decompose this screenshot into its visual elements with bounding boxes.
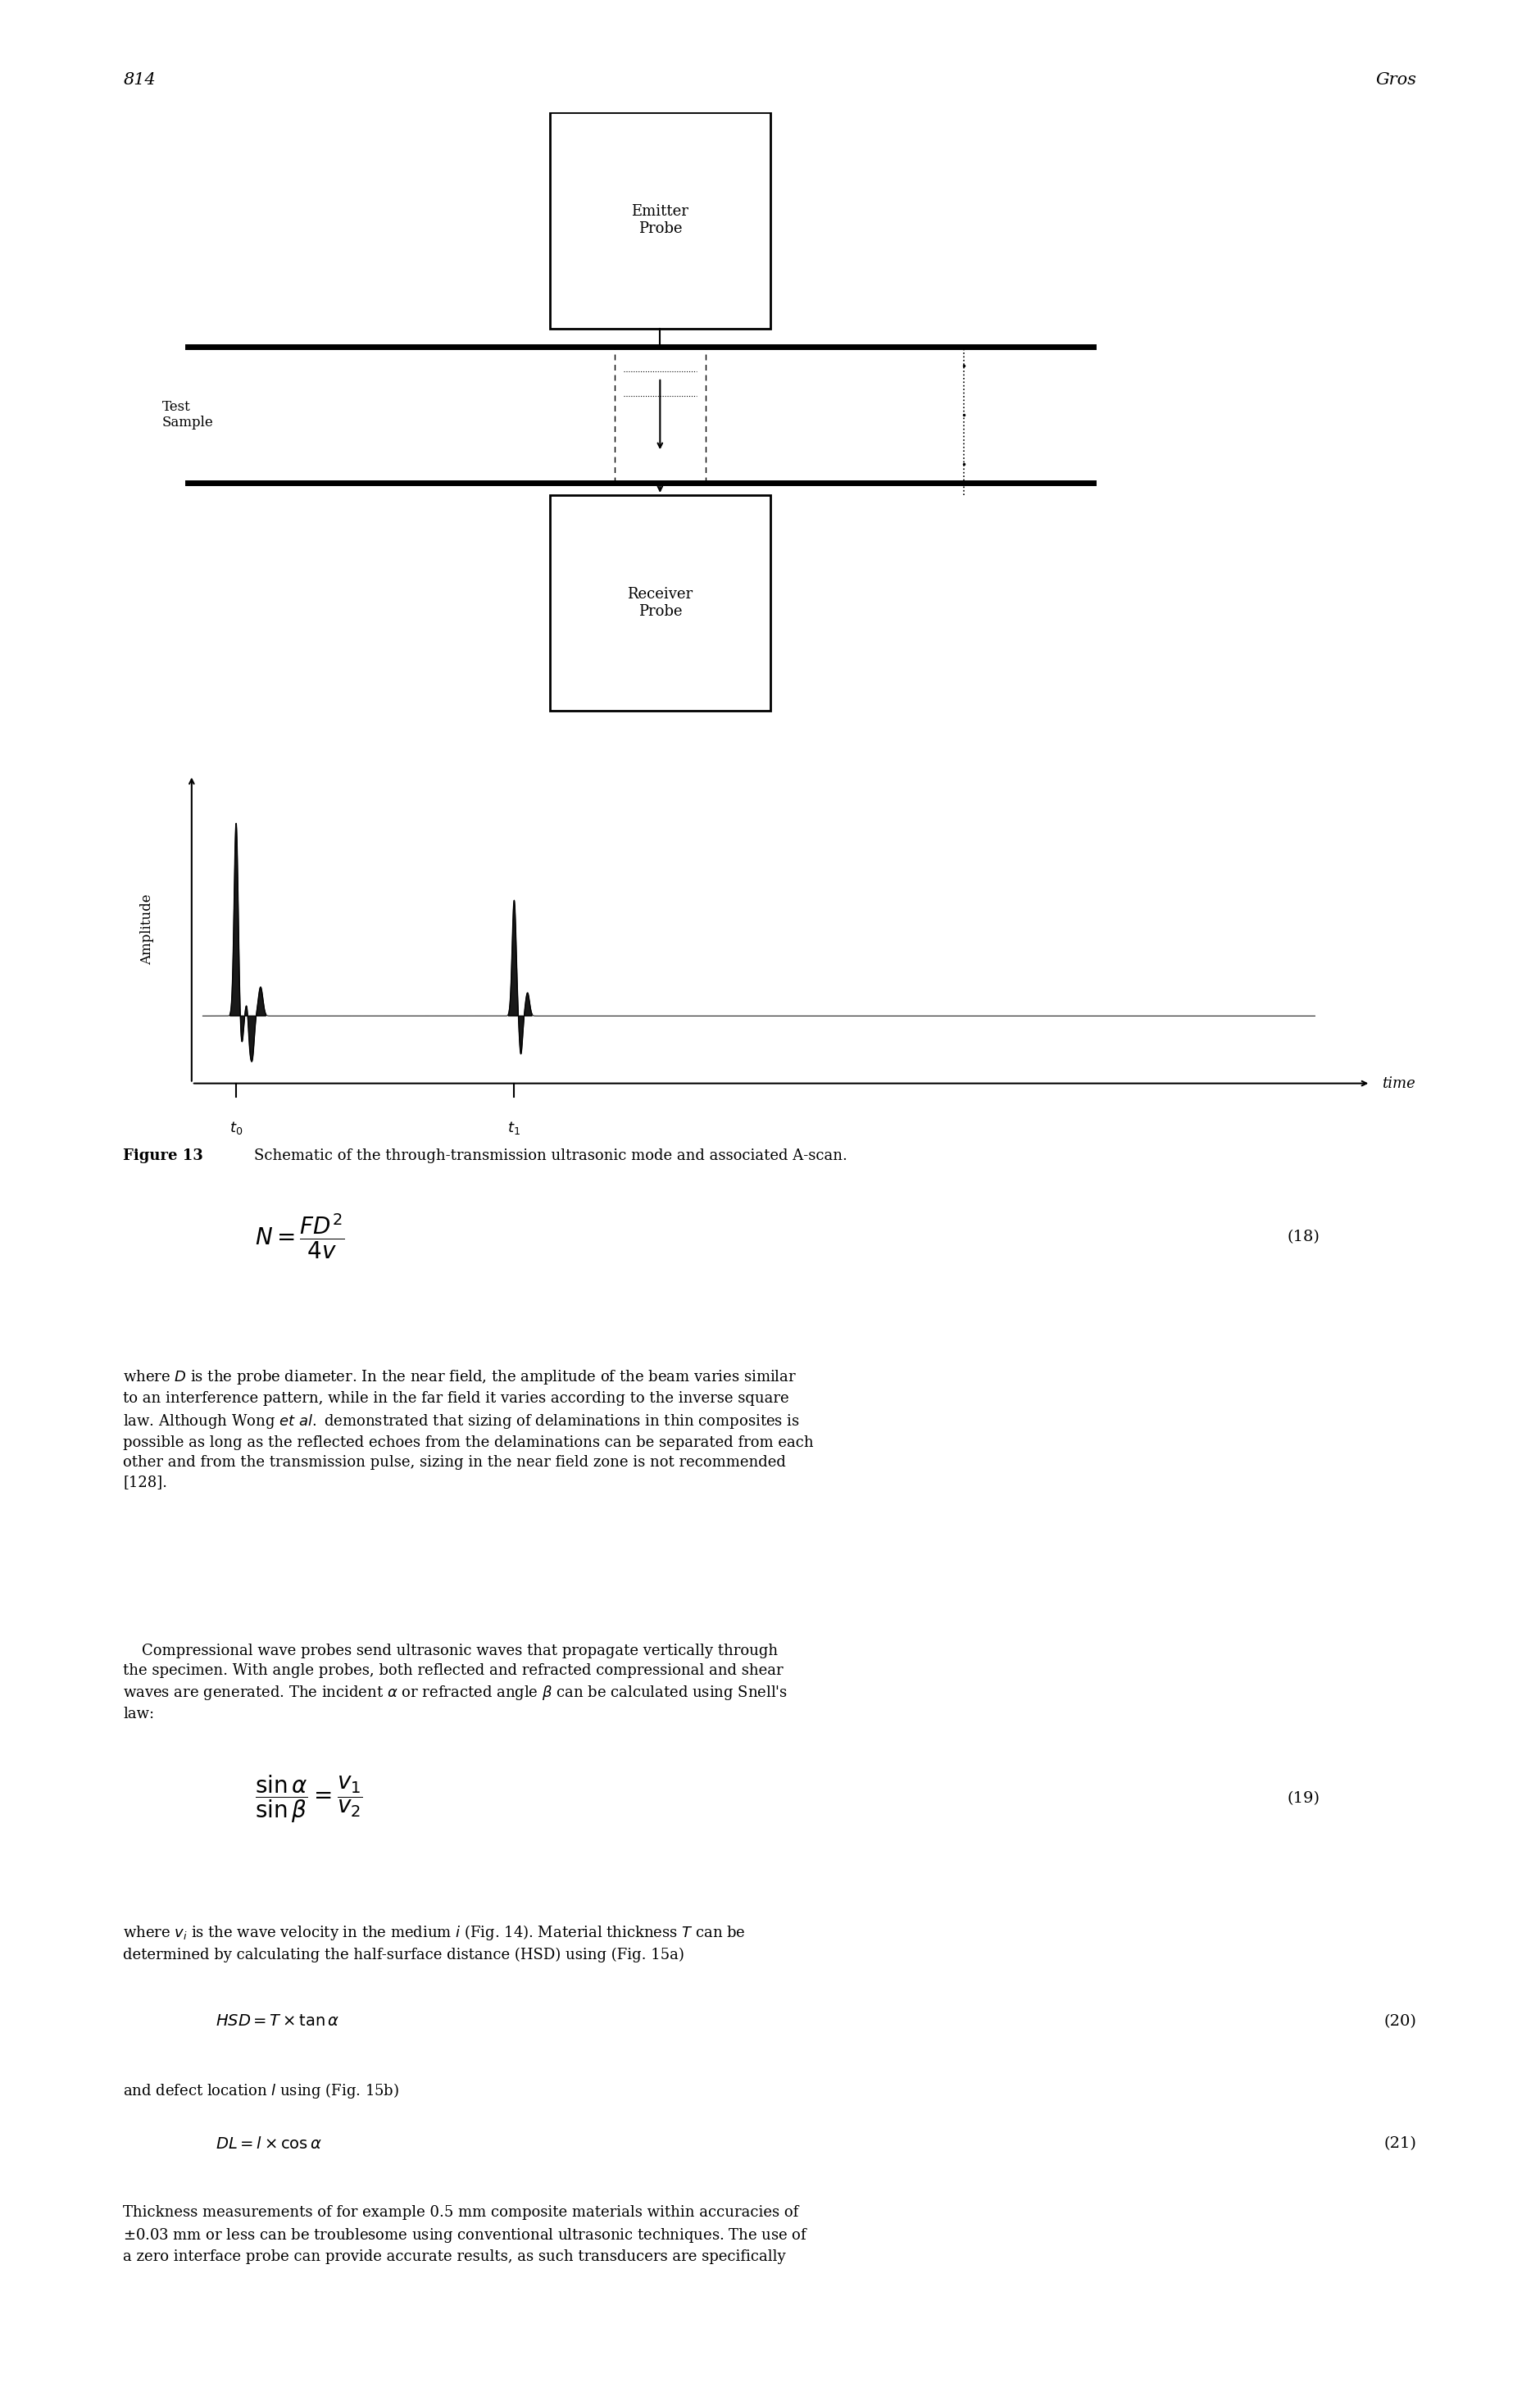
Text: 814: 814 [123,72,156,89]
Text: Test
Sample: Test Sample [162,399,214,431]
Text: Figure 13: Figure 13 [123,1148,203,1163]
Text: $N = \dfrac{FD^2}{4v}$: $N = \dfrac{FD^2}{4v}$ [256,1213,345,1261]
Text: (18): (18) [1287,1229,1320,1244]
Text: Gros: Gros [1375,72,1417,89]
Text: where $v_i$ is the wave velocity in the medium $i$ (Fig. 14). Material thickness: where $v_i$ is the wave velocity in the … [123,1923,745,1961]
Text: $DL = l \times \cos\alpha$: $DL = l \times \cos\alpha$ [216,2136,322,2153]
Text: time: time [1381,1076,1415,1091]
Text: and defect location $l$ using (Fig. 15b): and defect location $l$ using (Fig. 15b) [123,2081,399,2100]
Text: Receiver
Probe: Receiver Probe [627,586,693,620]
Text: $t_0$: $t_0$ [229,1119,243,1136]
Bar [550,495,770,710]
Text: Schematic of the through-transmission ultrasonic mode and associated A-scan.: Schematic of the through-transmission ul… [254,1148,847,1163]
Text: (20): (20) [1384,2014,1417,2028]
Text: Thickness measurements of for example 0.5 mm composite materials within accuraci: Thickness measurements of for example 0.… [123,2205,808,2265]
Text: Emitter
Probe: Emitter Probe [631,206,688,237]
Text: (19): (19) [1287,1792,1320,1806]
Text: $\dfrac{\sin\alpha}{\sin\beta} = \dfrac{v_1}{v_2}$: $\dfrac{\sin\alpha}{\sin\beta} = \dfrac{… [256,1772,363,1825]
Text: Amplitude: Amplitude [140,895,154,964]
Text: $t_1$: $t_1$ [508,1119,521,1136]
Text: (21): (21) [1384,2136,1417,2150]
Text: Compressional wave probes send ultrasonic waves that propagate vertically throug: Compressional wave probes send ultrasoni… [123,1643,788,1722]
Text: where $D$ is the probe diameter. In the near field, the amplitude of the beam va: where $D$ is the probe diameter. In the … [123,1368,813,1490]
Bar [550,112,770,328]
Text: $HSD = T \times \tan\alpha$: $HSD = T \times \tan\alpha$ [216,2014,340,2028]
